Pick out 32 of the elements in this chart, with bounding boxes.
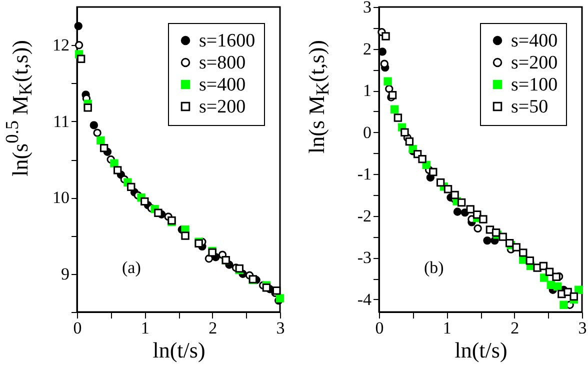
legend-label: s=200: [511, 52, 558, 74]
y-tick-label: 12: [52, 36, 70, 55]
x-tick-label: 0: [375, 318, 384, 338]
legend-label: s=50: [511, 96, 548, 118]
x-tick-label: 2: [208, 318, 218, 338]
legend-label: s=100: [511, 74, 558, 96]
y-tick-label: 9: [61, 264, 70, 284]
y-tick-label: 10: [52, 188, 70, 208]
y-tick-label: 3: [363, 0, 372, 16]
y-tick-label: -3: [357, 248, 372, 268]
x-tick-label: 3: [276, 318, 285, 338]
annotation: (b): [424, 258, 444, 278]
legend-label: s=200: [199, 96, 246, 118]
legend-label: s=800: [199, 52, 246, 74]
legend-label: s=400: [199, 74, 246, 96]
legend-label: s=400: [511, 30, 558, 52]
annotation: (a): [122, 258, 141, 278]
y-tick-label: 11: [53, 112, 70, 131]
y-tick-label: -1: [357, 164, 372, 184]
legend-label: s=1600: [199, 30, 256, 52]
x-tick-label: 0: [73, 318, 82, 338]
y-tick-label: 1: [363, 81, 372, 100]
y-tick-label: -2: [357, 206, 372, 226]
x-tick-label: 3: [578, 318, 587, 338]
x-axis-title: ln(t/s): [152, 338, 206, 362]
y-tick-label: 0: [363, 122, 372, 142]
y-tick-label: 2: [363, 39, 372, 58]
x-tick-label: 1: [140, 318, 150, 338]
x-tick-label: 2: [510, 318, 520, 338]
y-tick-label: -4: [357, 290, 372, 309]
x-axis-title: ln(t/s): [454, 338, 508, 362]
x-tick-label: 1: [442, 318, 452, 338]
